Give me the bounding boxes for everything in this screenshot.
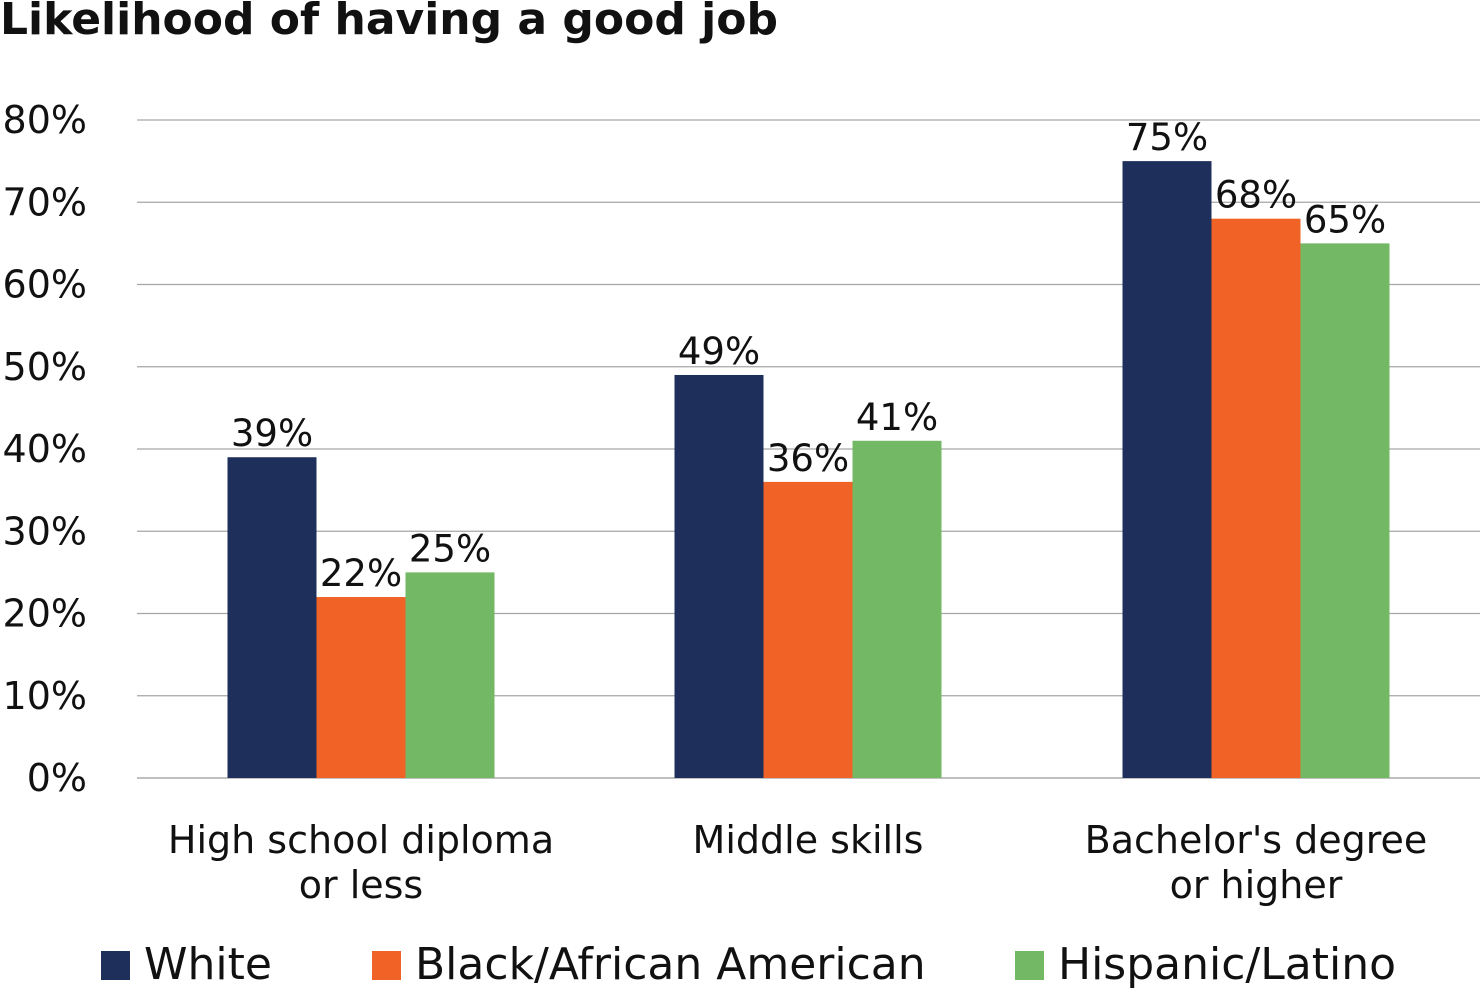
legend-label-black-african-american: Black/African American: [415, 939, 926, 990]
bar: [763, 481, 853, 778]
category-label: Bachelor's degree: [1085, 818, 1428, 862]
y-axis-tick-labels: 0% 10% 20% 30% 40% 50% 60% 70% 80%: [3, 98, 87, 800]
y-tick-label: 80%: [3, 98, 87, 142]
y-tick-label: 50%: [3, 345, 87, 389]
bar: [1300, 243, 1390, 778]
y-tick-label: 70%: [3, 180, 87, 224]
data-label: 49%: [678, 330, 760, 373]
legend-item-black-african-american: Black/African American: [372, 938, 926, 992]
y-tick-label: 0%: [27, 756, 87, 800]
data-label: 22%: [320, 552, 402, 595]
y-tick-label: 10%: [3, 674, 87, 718]
data-label: 41%: [856, 396, 938, 439]
bar: [1122, 161, 1212, 778]
bar: [405, 572, 495, 778]
legend-label-white: White: [144, 939, 272, 990]
data-labels: 39% 49% 75% 22% 36% 68% 25% 41% 65%: [231, 116, 1386, 595]
data-label: 75%: [1126, 116, 1208, 159]
legend: White Black/African American Hispanic/La…: [0, 938, 1480, 992]
category-label: or less: [299, 863, 423, 907]
bars: [227, 161, 1390, 778]
bar: [674, 374, 764, 778]
bar: [852, 440, 942, 778]
category-label: Middle skills: [693, 818, 924, 862]
data-label: 36%: [767, 437, 849, 480]
legend-swatch-hispanic-latino: [1015, 950, 1044, 980]
legend-label-hispanic-latino: Hispanic/Latino: [1058, 939, 1397, 990]
y-tick-label: 20%: [3, 592, 87, 636]
bar: [227, 457, 317, 778]
data-label: 68%: [1215, 174, 1297, 217]
bar: [1211, 218, 1301, 778]
legend-item-hispanic-latino: Hispanic/Latino: [1015, 938, 1396, 992]
y-tick-label: 60%: [3, 263, 87, 307]
category-label: High school diploma: [168, 818, 554, 862]
legend-item-white: White: [101, 938, 272, 992]
bar: [316, 597, 406, 778]
category-label: or higher: [1170, 863, 1343, 907]
legend-swatch-black-african-american: [372, 950, 401, 980]
bar-chart: 0%10%20%30%40%50%60%70%80% 39%49%75%22%3…: [3, 98, 1480, 907]
legend-swatch-white: [101, 950, 130, 980]
data-label: 65%: [1304, 198, 1386, 241]
y-tick-label: 30%: [3, 509, 87, 553]
y-tick-label: 40%: [3, 427, 87, 471]
chart-title: Likelihood of having a good job: [0, 0, 778, 45]
data-label: 39%: [231, 412, 313, 455]
data-label: 25%: [409, 527, 491, 570]
